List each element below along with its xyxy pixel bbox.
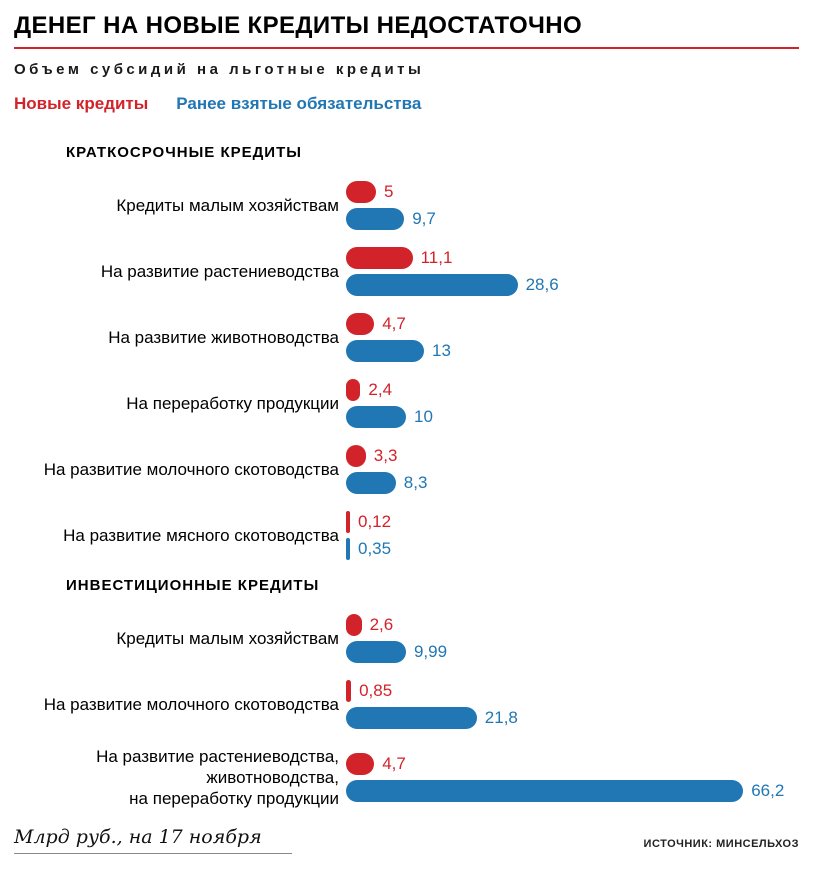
row-label: На развитие молочного скотоводства — [43, 460, 339, 479]
bar-line-new: 4,7 — [346, 313, 799, 335]
row-label: Кредиты малым хозяйствам — [116, 629, 339, 648]
bar-line-prior: 8,3 — [346, 472, 799, 494]
chart-subtitle: Объем субсидий на льготные кредиты — [14, 61, 425, 78]
bar-line-new: 5 — [346, 181, 799, 203]
bar-new-loans — [346, 379, 361, 401]
bar-prior-loans — [346, 406, 406, 428]
row-label: На развитие животноводства — [108, 328, 339, 347]
bar-new-loans — [346, 511, 350, 533]
bar-new-value: 4,7 — [382, 314, 406, 333]
bar-prior-loans — [346, 538, 350, 560]
bar-new-loans — [346, 680, 352, 702]
legend-new-loans: Новые кредиты — [14, 94, 149, 113]
bar-line-new: 11,1 — [346, 247, 799, 269]
bar-prior-value: 10 — [414, 407, 433, 426]
chart-title: ДЕНЕГ НА НОВЫЕ КРЕДИТЫ НЕДОСТАТОЧНО — [14, 12, 583, 39]
chart-row: Кредиты малым хозяйствам 5 9,7 — [14, 181, 799, 230]
bar-prior-value: 9,7 — [412, 209, 436, 228]
bar-new-value: 2,4 — [368, 380, 393, 399]
bar-prior-value: 66,2 — [751, 781, 785, 800]
chart-row: На развитие растениеводства 11,1 28,6 — [14, 247, 799, 296]
chart-legend: Новые кредиты Ранее взятые обязательства — [14, 94, 799, 114]
bar-prior-loans — [346, 472, 396, 494]
bar-prior-loans — [346, 780, 744, 802]
bar-line-prior: 28,6 — [346, 274, 799, 296]
bar-new-loans — [346, 247, 413, 269]
row-label: На переработку продукции — [126, 394, 339, 413]
bar-prior-value: 28,6 — [525, 275, 559, 294]
row-label: Кредиты малым хозяйствам — [116, 196, 339, 215]
chart-row: Кредиты малым хозяйствам 2,6 9,99 — [14, 614, 799, 663]
chart-header: ДЕНЕГ НА НОВЫЕ КРЕДИТЫ НЕДОСТАТОЧНО Объе… — [14, 12, 799, 114]
bar-line-prior: 13 — [346, 340, 799, 362]
bar-prior-value: 8,3 — [403, 473, 428, 492]
row-label: На развитие растениеводства — [100, 262, 339, 281]
bar-prior-loans — [346, 340, 424, 362]
row-bars: 5 9,7 — [346, 181, 799, 230]
chart-body: КРАТКОСРОЧНЫЕ КРЕДИТЫ Кредиты малым хозя… — [14, 144, 799, 809]
bar-prior-value: 13 — [432, 341, 451, 360]
row-bars: 2,4 10 — [346, 379, 799, 428]
bar-line-new: 3,3 — [346, 445, 799, 467]
bar-line-prior: 9,7 — [346, 208, 799, 230]
bar-line-prior: 66,2 — [346, 780, 799, 802]
bar-line-new: 0,85 — [346, 680, 799, 702]
bar-prior-value: 0,35 — [358, 539, 392, 558]
row-bars: 3,3 8,3 — [346, 445, 799, 494]
row-bars: 0,85 21,8 — [346, 680, 799, 729]
row-label: На развитие молочного скотоводства — [43, 695, 339, 714]
bar-new-value: 11,1 — [420, 248, 453, 267]
bar-new-loans — [346, 753, 375, 775]
chart-row: На развитие растениеводства, животноводс… — [14, 746, 799, 809]
bar-line-prior: 0,35 — [346, 538, 799, 560]
bar-new-value: 4,7 — [382, 754, 406, 773]
row-bars: 2,6 9,99 — [346, 614, 799, 663]
bar-line-prior: 10 — [346, 406, 799, 428]
bar-line-new: 2,6 — [346, 614, 799, 636]
chart-footer: Млрд руб., на 17 ноября ИСТОЧНИК: МИНСЕЛ… — [14, 826, 799, 854]
bar-new-value: 0,85 — [359, 681, 393, 700]
section-title: КРАТКОСРОЧНЫЕ КРЕДИТЫ — [66, 144, 302, 161]
chart-row: На развитие молочного скотоводства 3,3 8… — [14, 445, 799, 494]
bar-new-value: 2,6 — [369, 615, 394, 634]
bar-line-prior: 9,99 — [346, 641, 799, 663]
bar-new-loans — [346, 445, 366, 467]
row-label: На развитие мясного скотоводства — [63, 526, 339, 545]
row-bars: 11,1 28,6 — [346, 247, 799, 296]
bar-new-loans — [346, 313, 375, 335]
row-bars: 0,12 0,35 — [346, 511, 799, 560]
bar-line-new: 2,4 — [346, 379, 799, 401]
bar-prior-loans — [346, 707, 477, 729]
bar-line-new: 4,7 — [346, 753, 799, 775]
bar-prior-value: 21,8 — [484, 708, 518, 727]
bar-new-value: 5 — [384, 182, 394, 201]
chart-row: На развитие молочного скотоводства 0,85 … — [14, 680, 799, 729]
legend-prior-obligations: Ранее взятые обязательства — [176, 94, 422, 113]
section-title: ИНВЕСТИЦИОННЫЕ КРЕДИТЫ — [66, 577, 320, 594]
bar-new-loans — [346, 181, 376, 203]
bar-new-value: 0,12 — [358, 512, 392, 531]
bar-prior-value: 9,99 — [413, 642, 448, 661]
chart-row: На развитие животноводства 4,7 13 — [14, 313, 799, 362]
bar-prior-loans — [346, 208, 405, 230]
bar-line-prior: 21,8 — [346, 707, 799, 729]
bar-new-value: 3,3 — [373, 446, 398, 465]
bar-prior-loans — [346, 641, 406, 663]
bar-new-loans — [346, 614, 362, 636]
units-note: Млрд руб., на 17 ноября — [14, 826, 292, 854]
chart-row: На развитие мясного скотоводства 0,12 0,… — [14, 511, 799, 560]
bar-line-new: 0,12 — [346, 511, 799, 533]
title-divider — [14, 47, 799, 49]
row-bars: 4,7 66,2 — [346, 753, 799, 802]
row-label: На развитие растениеводства, животноводс… — [96, 747, 339, 808]
source-credit: ИСТОЧНИК: МИНСЕЛЬХОЗ — [643, 838, 799, 850]
chart-row: На переработку продукции 2,4 10 — [14, 379, 799, 428]
bar-prior-loans — [346, 274, 518, 296]
row-bars: 4,7 13 — [346, 313, 799, 362]
